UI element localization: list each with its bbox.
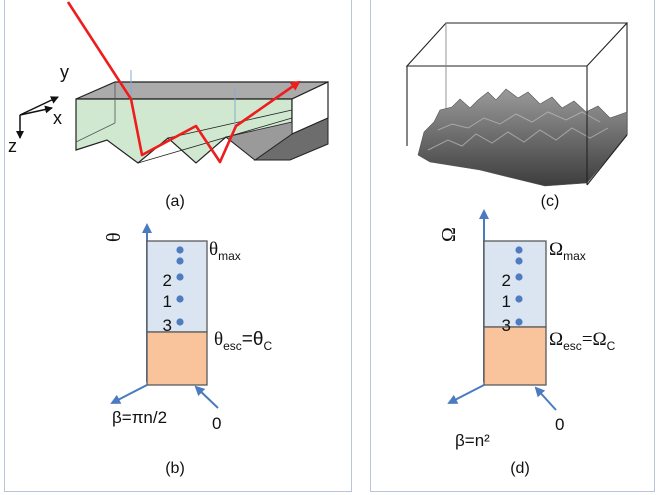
theta-axis-label: θ: [103, 232, 125, 242]
omega-axis-label: Ω: [438, 227, 460, 242]
caption-d: (d): [510, 460, 530, 477]
light-ray: [66, 1, 301, 164]
level-label-2: 2: [502, 271, 511, 290]
trapped-region: [146, 240, 208, 333]
axis-label-z: z: [8, 136, 17, 156]
beta-axis-arrow: [110, 384, 148, 404]
omega-escape-label: Ωesc=ΩC: [549, 329, 616, 353]
x-axis-arrow: [19, 105, 53, 116]
omega-max-label: Ωmax: [549, 239, 586, 263]
level-dot: [176, 295, 184, 303]
level-dot: [176, 246, 184, 254]
escape-region: [146, 331, 208, 386]
level-dot: [176, 273, 184, 281]
surface-highlight: [427, 127, 609, 151]
axes-triad: y x z: [8, 62, 69, 156]
panel-d: Ω 2 1 3 Ωmax Ωesc=ΩC β=n² 0 (d): [438, 209, 616, 477]
beta-label: β=πn/2: [112, 408, 167, 427]
level-dot: [515, 318, 523, 326]
box-edge: [586, 134, 628, 186]
y-axis-arrow: [19, 96, 59, 116]
level-dot: [176, 318, 184, 326]
slab-groove-line: [167, 109, 293, 139]
beta-axis-arrow: [447, 384, 485, 404]
rough-surface: [417, 88, 628, 187]
slab-hidden-edge: [75, 122, 116, 143]
zero-pointer-arrow: [194, 385, 219, 409]
trapped-region: [483, 240, 547, 328]
slab-top-face: [75, 81, 329, 100]
panel-a: y x z: [8, 1, 329, 210]
caption-c: (c): [541, 193, 560, 210]
panel-c: (c): [405, 22, 629, 210]
slab: [75, 70, 329, 164]
surface-highlight: [437, 111, 601, 131]
zero-label: 0: [555, 415, 564, 434]
caption-b: (b): [165, 460, 185, 477]
level-dot: [515, 246, 523, 254]
caption-a: (a): [165, 193, 185, 210]
level-label-3: 3: [163, 316, 172, 335]
level-dot: [176, 257, 184, 265]
box-top-face: [405, 22, 629, 67]
panel-b: θ 2 1 3 θmax θesc=θC β=πn/2 0 (b): [103, 223, 272, 477]
escape-region: [483, 326, 547, 386]
theta-max-label: θmax: [209, 239, 241, 263]
level-label-1: 1: [163, 292, 172, 311]
level-dot: [515, 257, 523, 265]
slab-groove-line: [137, 117, 293, 164]
level-label-2: 2: [163, 271, 172, 290]
level-label-1: 1: [502, 292, 511, 311]
slab-groove-facet: [225, 121, 293, 161]
level-label-3: 3: [502, 316, 511, 335]
beta-label: β=n²: [455, 431, 490, 450]
level-dot: [515, 295, 523, 303]
axis-label-x: x: [53, 108, 62, 128]
axis-label-y: y: [60, 62, 69, 82]
level-dot: [515, 273, 523, 281]
theta-escape-label: θesc=θC: [214, 329, 272, 353]
zero-label: 0: [212, 414, 221, 433]
zero-pointer-arrow: [534, 386, 557, 411]
